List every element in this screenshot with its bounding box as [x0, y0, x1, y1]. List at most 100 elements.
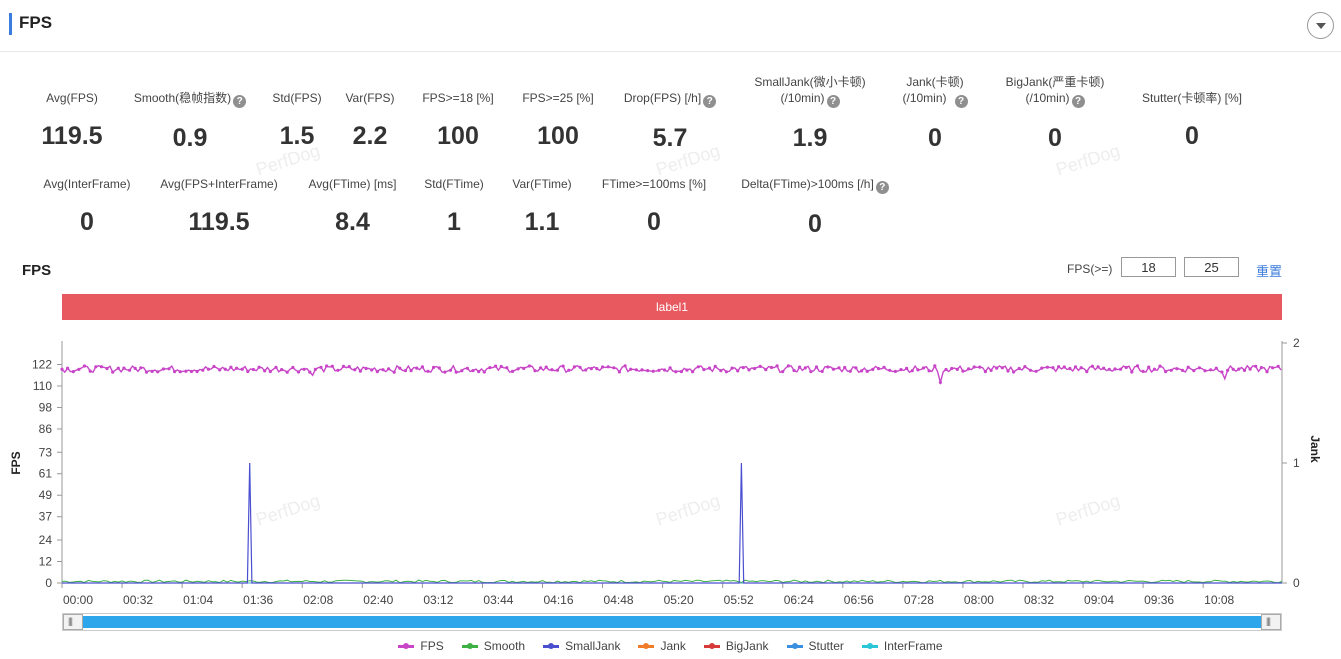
- legend-label: Smooth: [483, 639, 526, 653]
- help-icon[interactable]: ?: [954, 95, 968, 108]
- fps-point: [961, 369, 965, 373]
- time-range-slider[interactable]: [62, 613, 1282, 631]
- stat-label: FPS>=18 [%]: [422, 91, 494, 105]
- x-tick-label: 09:36: [1144, 593, 1174, 607]
- fps-point: [432, 365, 436, 369]
- fps-point: [116, 366, 120, 370]
- fps-point: [240, 367, 244, 371]
- fps-point: [1090, 364, 1094, 368]
- fps-point: [1085, 370, 1089, 374]
- fps-point: [150, 369, 154, 373]
- collapse-chevron-icon[interactable]: [1307, 12, 1334, 39]
- fps-point: [899, 368, 903, 372]
- fps-point: [156, 370, 160, 374]
- x-tick-label: 06:56: [844, 593, 874, 607]
- legend-item-stutter[interactable]: Stutter: [786, 638, 844, 654]
- fps-point: [944, 367, 948, 372]
- fps-point: [1220, 370, 1224, 374]
- stat-label: Stutter(卡顿率) [%]: [1141, 91, 1242, 105]
- help-icon[interactable]: ?: [233, 95, 247, 108]
- fps-point: [133, 366, 137, 370]
- legend-item-smooth[interactable]: Smooth: [461, 638, 526, 654]
- fps-point: [471, 369, 475, 373]
- fps-point: [1214, 366, 1218, 370]
- help-icon[interactable]: ?: [1071, 95, 1085, 108]
- x-tick-label: 07:28: [904, 593, 934, 607]
- fps-point: [837, 366, 841, 370]
- slider-left-handle[interactable]: [63, 614, 83, 630]
- help-icon[interactable]: ?: [703, 95, 717, 108]
- stat-avg-ftime: Avg(FTime) [ms] 8.4: [300, 176, 405, 237]
- fps-point: [1237, 367, 1241, 371]
- threshold-label: FPS(>=): [1067, 262, 1113, 276]
- legend-label: InterFrame: [883, 639, 943, 653]
- stat-value: 0: [80, 208, 94, 236]
- fps-point: [167, 367, 171, 371]
- fps-point: [1180, 368, 1185, 372]
- x-tick-label: 01:04: [183, 593, 213, 607]
- fps-point: [612, 366, 616, 370]
- fps-point: [161, 367, 165, 371]
- stat-label-unit: (/10min): [780, 91, 825, 105]
- fps-point: [201, 368, 205, 372]
- help-icon[interactable]: ?: [875, 181, 889, 194]
- fps-point: [736, 369, 740, 373]
- fps-point: [1271, 366, 1275, 370]
- stat-smooth: Smooth(稳帧指数)? 0.9: [125, 90, 255, 153]
- x-tick-label: 05:52: [724, 593, 754, 607]
- x-tick-label: 00:32: [123, 593, 153, 607]
- fps-point: [274, 365, 278, 369]
- threshold-input-1[interactable]: [1121, 257, 1176, 277]
- stat-label: Var(FPS): [345, 91, 395, 105]
- slider-right-handle[interactable]: [1261, 614, 1281, 630]
- series-smalljank-line: [62, 462, 1282, 584]
- fps-point: [223, 367, 227, 371]
- y-tick-label: 110: [33, 379, 52, 393]
- fps-point: [1226, 368, 1230, 372]
- legend-label: SmallJank: [565, 639, 621, 653]
- fps-point: [865, 369, 869, 373]
- fps-point: [848, 369, 852, 373]
- fps-point: [1073, 365, 1078, 369]
- stat-big-jank: BigJank(严重卡顿) (/10min)? 0: [990, 74, 1120, 153]
- legend-item-interframe[interactable]: InterFrame: [861, 638, 943, 654]
- fps-point: [251, 367, 255, 372]
- fps-point: [843, 365, 847, 370]
- stat-value: 0: [928, 124, 942, 152]
- fps-point: [291, 365, 295, 370]
- fps-point: [933, 364, 937, 368]
- fps-point: [1265, 370, 1269, 374]
- stat-value: 1.9: [792, 124, 828, 152]
- fps-point: [567, 368, 571, 372]
- threshold-input-2[interactable]: [1184, 257, 1239, 277]
- fps-point: [105, 366, 109, 371]
- fps-point: [572, 365, 577, 369]
- fps-point: [1023, 365, 1027, 369]
- fps-point: [111, 370, 115, 374]
- fps-point: [876, 367, 881, 371]
- fps-point: [527, 364, 532, 368]
- fps-point: [1017, 366, 1021, 371]
- fps-point: [415, 366, 419, 370]
- fps-point: [296, 370, 301, 374]
- fps-point: [1175, 367, 1179, 371]
- legend-item-fps[interactable]: FPS: [398, 638, 444, 654]
- slider-range-fill[interactable]: [74, 616, 1270, 628]
- fps-point: [814, 365, 819, 369]
- stat-value: 0: [1048, 124, 1062, 152]
- reset-link[interactable]: 重置: [1256, 264, 1283, 279]
- stat-avg-fps: Avg(FPS) 119.5: [22, 90, 122, 151]
- fps-point: [336, 368, 340, 372]
- label-bar[interactable]: label1: [62, 294, 1282, 320]
- legend-item-smalljank[interactable]: SmallJank: [543, 638, 620, 654]
- fps-point: [189, 369, 194, 374]
- help-icon[interactable]: ?: [826, 95, 840, 108]
- legend-item-bigjank[interactable]: BigJank: [703, 638, 769, 654]
- stat-jank: Jank(卡顿) (/10min)? 0: [885, 74, 985, 153]
- stat-value: 119.5: [188, 208, 250, 236]
- fps-point: [381, 368, 385, 372]
- legend-item-jank[interactable]: Jank: [638, 638, 686, 654]
- x-tick-label: 00:00: [63, 593, 93, 607]
- fps-point: [88, 369, 92, 373]
